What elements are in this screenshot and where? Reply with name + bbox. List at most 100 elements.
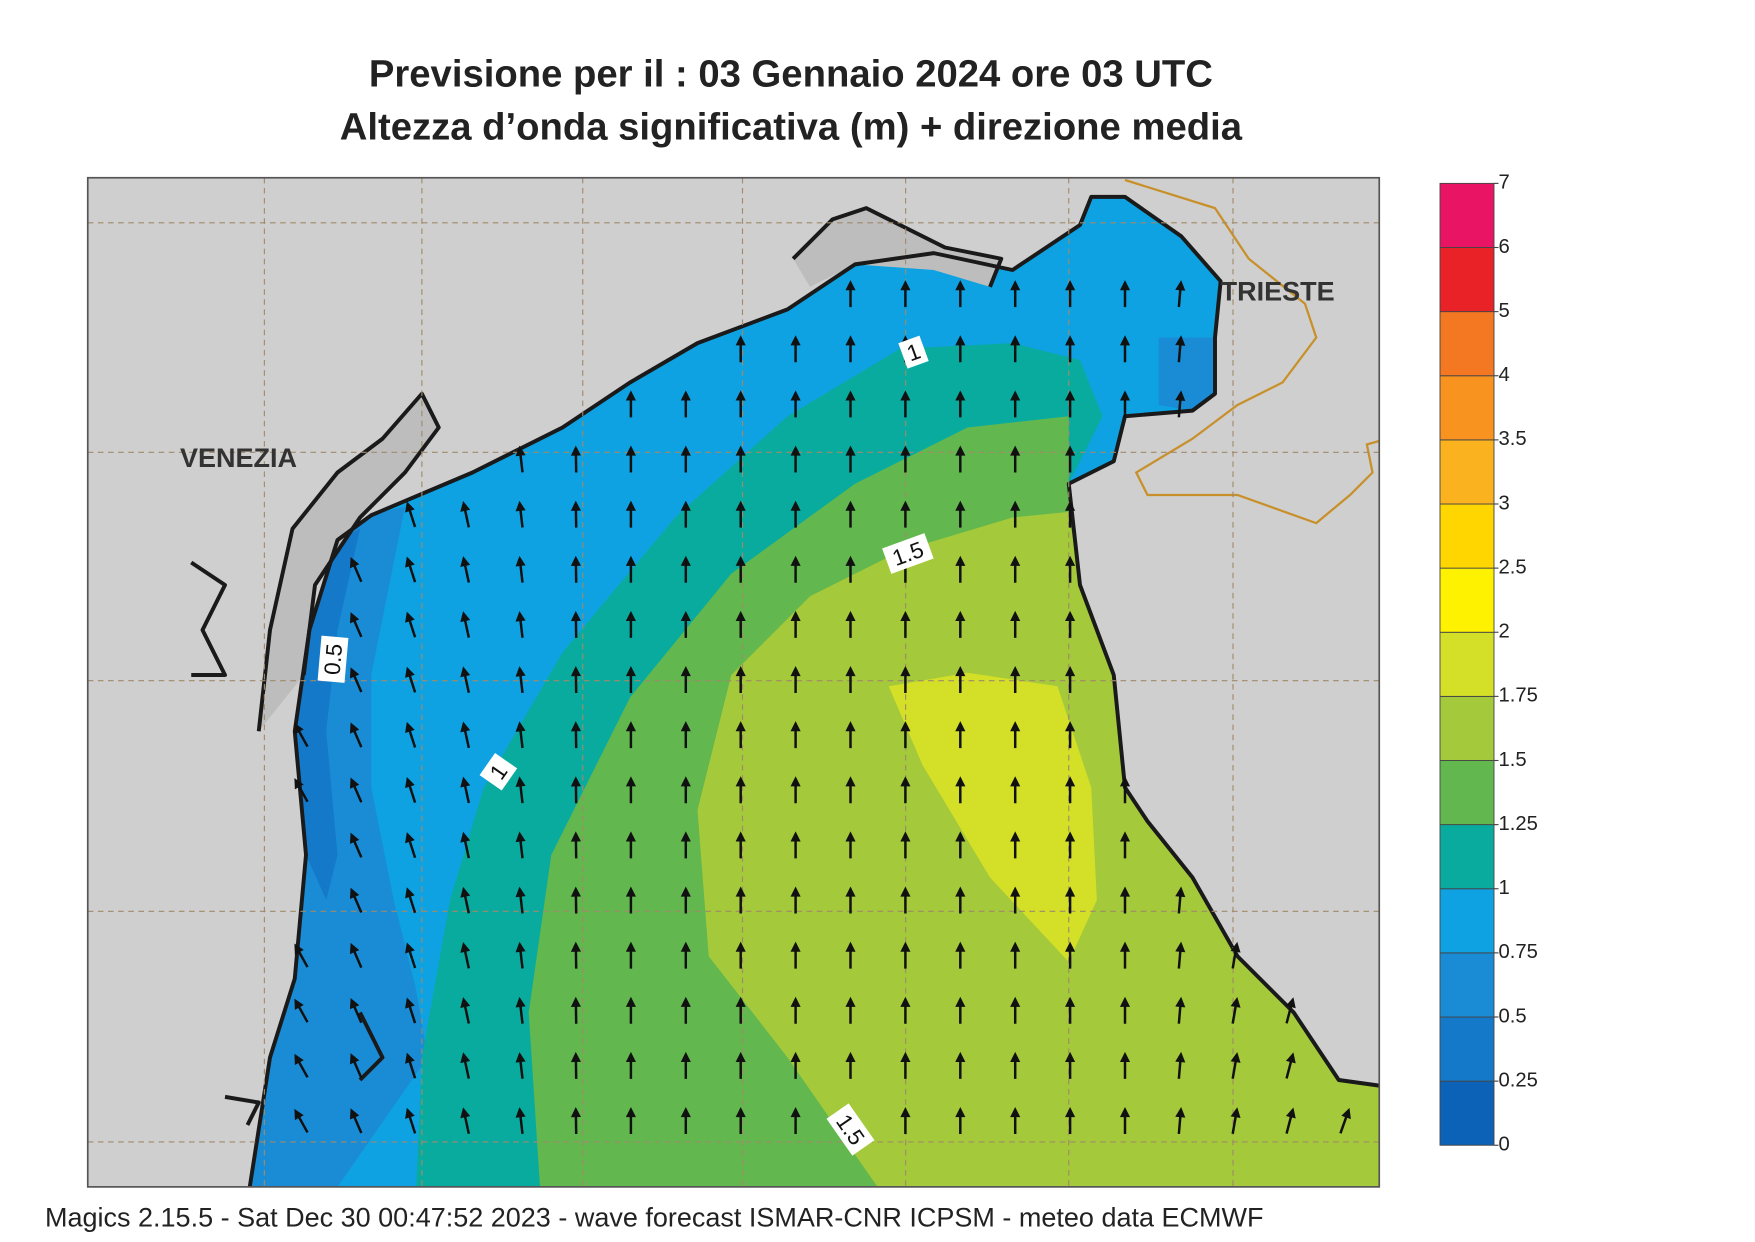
arrow-head <box>1065 886 1076 897</box>
colorbar-band <box>1439 311 1495 377</box>
wave-arrow <box>570 1107 581 1135</box>
colorbar-band <box>1439 888 1495 954</box>
contour-label: 1.5 <box>826 1103 875 1156</box>
wave-arrow <box>1065 500 1076 528</box>
arrow-head <box>515 776 526 787</box>
arrow-head <box>1065 666 1076 677</box>
wave-arrow <box>515 500 526 528</box>
map-frame <box>86 176 1381 1188</box>
arrow-head <box>790 1107 801 1118</box>
wave-arrow <box>405 997 417 1024</box>
wave-arrow <box>460 556 471 583</box>
wave-arrow <box>1285 997 1296 1024</box>
arrow-head <box>405 666 415 678</box>
wave-arrow <box>349 832 363 858</box>
arrow-head <box>460 611 471 623</box>
arrow-head <box>570 500 581 511</box>
wave-arrow <box>460 886 471 914</box>
wave-arrow <box>349 887 363 913</box>
wave-arrow <box>735 555 746 583</box>
colorbar-band <box>1439 439 1495 505</box>
wave-arrow <box>790 335 801 363</box>
wave-arrow <box>625 666 636 693</box>
arrow-head <box>460 556 471 568</box>
arrow-head <box>955 445 966 456</box>
arrow-head <box>845 500 856 511</box>
arrow-head <box>405 556 415 568</box>
arrow-head <box>1065 500 1076 511</box>
wave-arrow <box>845 500 856 528</box>
arrow-head <box>845 390 856 401</box>
colorbar-tick-label: 0.75 <box>1499 941 1538 963</box>
colorbar-tick-label: 7 <box>1499 172 1510 194</box>
wave-arrow <box>405 1052 417 1079</box>
wave-arrow <box>1119 776 1131 804</box>
wave-arrow <box>405 776 417 804</box>
wave-arrow <box>900 886 911 914</box>
footer: Magics 2.15.5 - Sat Dec 30 00:47:52 2023… <box>45 1202 1263 1232</box>
arrow-head <box>625 555 636 566</box>
arrow-head <box>1230 996 1241 1008</box>
arrow-head <box>680 886 691 897</box>
wave-arrow <box>1285 1107 1296 1134</box>
wave-arrow <box>1010 610 1021 638</box>
arrow-head <box>680 1051 691 1062</box>
wave-arrow <box>1065 610 1076 638</box>
arrow-head <box>790 390 801 401</box>
arrow-head <box>570 555 581 566</box>
wave-arrow <box>845 996 856 1024</box>
arrow-head <box>349 887 360 900</box>
arrow-head <box>735 390 746 401</box>
arrow-head <box>405 1052 415 1064</box>
wave-arrow <box>1119 1051 1131 1079</box>
wave-band <box>294 528 360 900</box>
wave-arrow <box>1010 941 1021 969</box>
wave-arrow <box>405 501 417 528</box>
wave-arrow <box>900 996 911 1024</box>
arrow-head <box>1010 335 1021 346</box>
arrow-head <box>625 996 636 1007</box>
arrow-head <box>900 390 911 401</box>
arrow-head <box>900 1107 911 1118</box>
arrow-head <box>1175 886 1186 898</box>
arrow-head <box>845 445 856 456</box>
wave-arrow <box>735 666 746 693</box>
wave-arrow <box>680 996 691 1024</box>
arrow-head <box>405 776 415 789</box>
wave-arrow <box>845 335 856 363</box>
arrow-head <box>405 1107 415 1119</box>
wave-arrow <box>845 555 856 583</box>
colorbar-band <box>1439 631 1495 697</box>
arrow-head <box>570 666 581 677</box>
arrow-head <box>735 776 746 787</box>
arrow-head <box>790 500 801 511</box>
arrow-head <box>405 501 415 513</box>
wave-arrow <box>460 776 471 804</box>
wave-arrow <box>1065 555 1076 583</box>
arrow-head <box>790 610 801 621</box>
wave-arrow <box>1010 555 1021 583</box>
arrow-head <box>570 941 581 952</box>
wave-arrow <box>294 778 309 803</box>
wave-arrow <box>955 1107 966 1134</box>
wave-arrow <box>570 500 581 528</box>
wave-arrow <box>1230 941 1241 969</box>
wave-arrow <box>460 1107 471 1134</box>
wave-arrow <box>955 1051 966 1079</box>
wave-arrow <box>955 390 966 418</box>
colorbar-tick-label: 1.25 <box>1499 813 1538 835</box>
arrow-head <box>349 1108 360 1120</box>
arrow-head <box>735 941 746 952</box>
wave-arrow <box>294 1108 309 1134</box>
wave-arrow <box>900 280 911 308</box>
wave-arrow <box>1010 335 1021 363</box>
arrow-head <box>845 831 856 842</box>
wave-arrow <box>790 390 801 418</box>
arrow-head <box>349 777 360 789</box>
arrow-head <box>735 721 746 732</box>
arrow-head <box>680 555 691 566</box>
wave-arrow <box>1010 996 1021 1024</box>
arrow-head <box>515 1107 526 1118</box>
arrow-head <box>790 831 801 842</box>
wave-arrow <box>349 777 363 803</box>
